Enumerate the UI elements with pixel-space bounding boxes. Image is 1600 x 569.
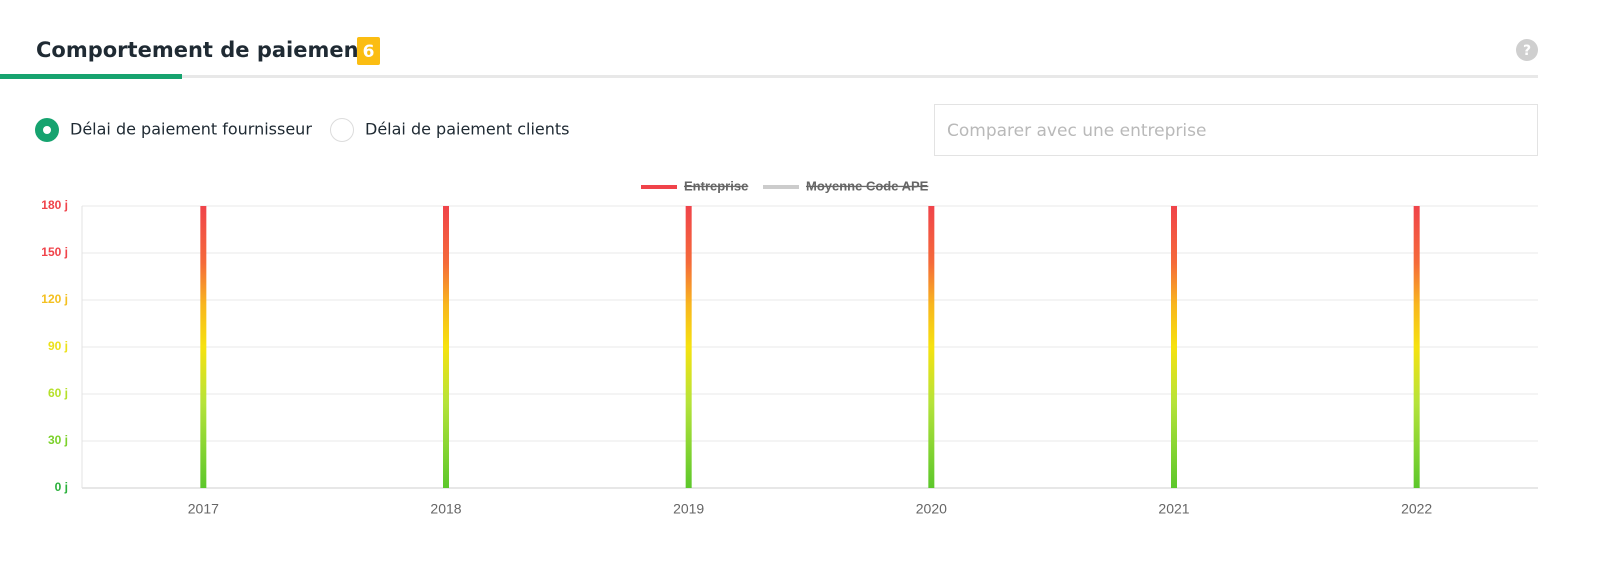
legend-label[interactable]: Entreprise <box>684 178 748 193</box>
y-tick-label: 150 j <box>41 245 68 259</box>
compare-input[interactable] <box>934 104 1538 156</box>
x-tick-label: 2022 <box>1401 501 1432 517</box>
x-tick-label: 2020 <box>916 501 947 517</box>
x-tick-label: 2019 <box>673 501 704 517</box>
y-tick-label: 120 j <box>41 292 68 306</box>
radio-label[interactable]: Délai de paiement clients <box>365 120 570 139</box>
help-icon[interactable] <box>1516 39 1538 61</box>
bar <box>200 206 207 488</box>
x-tick-label: 2017 <box>188 501 219 517</box>
y-tick-label: 30 j <box>48 433 68 447</box>
radio-dot <box>43 126 51 134</box>
badge-box <box>357 37 380 65</box>
y-tick-label: 90 j <box>48 339 68 353</box>
x-tick-label: 2021 <box>1158 501 1189 517</box>
bar <box>1413 206 1420 488</box>
input-placeholder: Comparer avec une entreprise <box>947 121 1206 141</box>
bar <box>685 206 692 488</box>
y-tick-label: 60 j <box>48 386 68 400</box>
badge: 6 <box>363 42 375 62</box>
tab-active <box>0 74 182 79</box>
radio-label[interactable]: Délai de paiement fournisseur <box>70 120 312 139</box>
tab-rule <box>0 75 1538 78</box>
bar <box>1171 206 1177 488</box>
bar <box>928 206 935 488</box>
y-tick-label: 180 j <box>41 198 68 212</box>
section-title: Comportement de paiement <box>36 38 369 62</box>
bar <box>443 206 449 488</box>
x-tick-label: 2018 <box>430 501 461 517</box>
legend-label[interactable]: Moyenne Code APE <box>806 178 929 193</box>
y-tick-label: 0 j <box>55 480 68 494</box>
help-glyph: ? <box>1523 43 1531 59</box>
radio[interactable] <box>330 118 354 142</box>
